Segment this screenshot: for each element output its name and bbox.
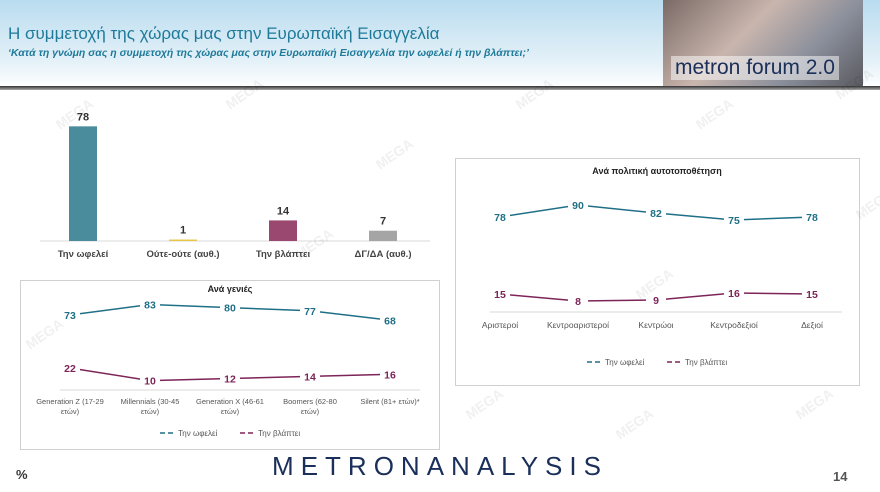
label-bg — [60, 361, 80, 375]
legend-label: Την βλάπτει — [258, 429, 300, 438]
label-bg — [60, 308, 80, 322]
bar — [169, 239, 197, 242]
label-bg — [220, 371, 240, 386]
bar — [269, 220, 297, 241]
data-label: 8 — [575, 296, 581, 308]
label-bg — [490, 287, 510, 301]
label-bg — [300, 303, 320, 318]
category-label: Δεξιοί — [801, 320, 823, 330]
watermark: MEGA — [463, 385, 507, 422]
data-label: 16 — [384, 369, 396, 381]
bar — [69, 126, 97, 241]
data-label: 82 — [650, 208, 662, 220]
category-label: Millennials (30-45 — [121, 397, 180, 406]
label-bg — [140, 297, 160, 312]
label-bg — [802, 210, 822, 224]
category-label: Αριστεροί — [482, 320, 518, 330]
label-bg — [490, 210, 510, 224]
bar-category-label: ΔΓ/ΔΑ (αυθ.) — [355, 249, 412, 260]
watermark: MEGA — [693, 95, 737, 132]
category-label-cont: ετών) — [301, 407, 320, 416]
bar-value-label: 78 — [77, 111, 89, 123]
watermark: MEGA — [613, 405, 657, 442]
bar-category-label: Την ωφελεί — [58, 249, 109, 260]
page-number: 14 — [833, 469, 848, 484]
label-bg — [140, 373, 160, 388]
category-label: Κεντροδεξιοί — [710, 320, 758, 330]
unit-label: % — [16, 467, 28, 482]
logo-text: metron forum 2.0 — [671, 56, 839, 80]
watermark: MEGA — [853, 185, 880, 222]
watermark: MEGA — [793, 385, 837, 422]
label-bg — [802, 287, 822, 301]
watermark: MEGA — [293, 225, 337, 262]
label-bg — [568, 294, 588, 308]
data-label: 15 — [806, 289, 818, 301]
data-label: 12 — [224, 374, 236, 386]
data-label: 15 — [494, 289, 506, 301]
data-label: 14 — [304, 371, 316, 383]
data-label: 9 — [653, 295, 659, 307]
category-label-cont: ετών) — [141, 407, 160, 416]
watermark: MEGA — [513, 75, 557, 112]
brand-logo: METRONANALYSIS — [272, 451, 608, 481]
header-divider — [0, 86, 880, 90]
page-title: Η συμμετοχή της χώρας μας στην Ευρωπαϊκή… — [8, 24, 440, 43]
bar-category-label: Την βλάπτει — [256, 249, 311, 260]
watermark: MEGA — [23, 315, 67, 352]
data-label: 78 — [494, 212, 506, 224]
political-chart-box — [455, 158, 860, 386]
label-bg — [724, 286, 744, 300]
data-label: 68 — [384, 315, 396, 327]
label-bg — [646, 293, 666, 307]
chart-title: Ανά πολιτική αυτοτοποθέτηση — [592, 166, 721, 176]
data-label: 22 — [64, 363, 76, 375]
label-bg — [724, 213, 744, 227]
watermark: MEGA — [833, 65, 877, 102]
category-label-cont: ετών) — [61, 407, 80, 416]
label-bg — [300, 369, 320, 384]
legend-label: Την ωφελεί — [178, 429, 218, 438]
category-label: Κεντρώοι — [638, 320, 673, 330]
data-label: 16 — [728, 288, 740, 300]
data-label: 10 — [144, 376, 156, 388]
data-label: 90 — [572, 200, 584, 212]
category-label: Generation X (46-61 — [196, 397, 264, 406]
label-bg — [380, 313, 400, 328]
category-label: Κεντροαριστεροί — [547, 320, 609, 330]
bar-value-label: 1 — [180, 225, 186, 237]
category-label-cont: ετών) — [221, 407, 240, 416]
label-bg — [380, 367, 400, 382]
data-label: 73 — [64, 310, 76, 322]
data-label: 75 — [728, 215, 740, 227]
bar-value-label: 7 — [380, 216, 386, 228]
category-label: Generation Z (17-29 — [36, 397, 104, 406]
data-label: 83 — [144, 300, 156, 312]
data-label: 80 — [224, 303, 236, 315]
data-label: 77 — [304, 306, 316, 318]
metron-forum-logo: metron forum 2.0 — [663, 0, 863, 86]
category-label: Boomers (62-80 — [283, 397, 337, 406]
label-bg — [646, 206, 666, 220]
page-subtitle: ‘Κατά τη γνώμη σας η συμμετοχή της χώρας… — [8, 47, 529, 59]
bar — [369, 230, 397, 241]
label-bg — [568, 198, 588, 212]
watermark: MEGA — [223, 75, 267, 112]
chart-title: Ανά γενιές — [208, 284, 253, 294]
data-label: 78 — [806, 212, 818, 224]
legend-label: Την βλάπτει — [685, 358, 727, 367]
legend-label: Την ωφελεί — [605, 358, 645, 367]
bar-category-label: Ούτε-ούτε (αυθ.) — [146, 249, 219, 260]
watermark: MEGA — [373, 135, 417, 172]
bar-value-label: 14 — [277, 205, 290, 217]
label-bg — [220, 300, 240, 315]
category-label: Silent (81+ ετών)* — [360, 397, 419, 406]
